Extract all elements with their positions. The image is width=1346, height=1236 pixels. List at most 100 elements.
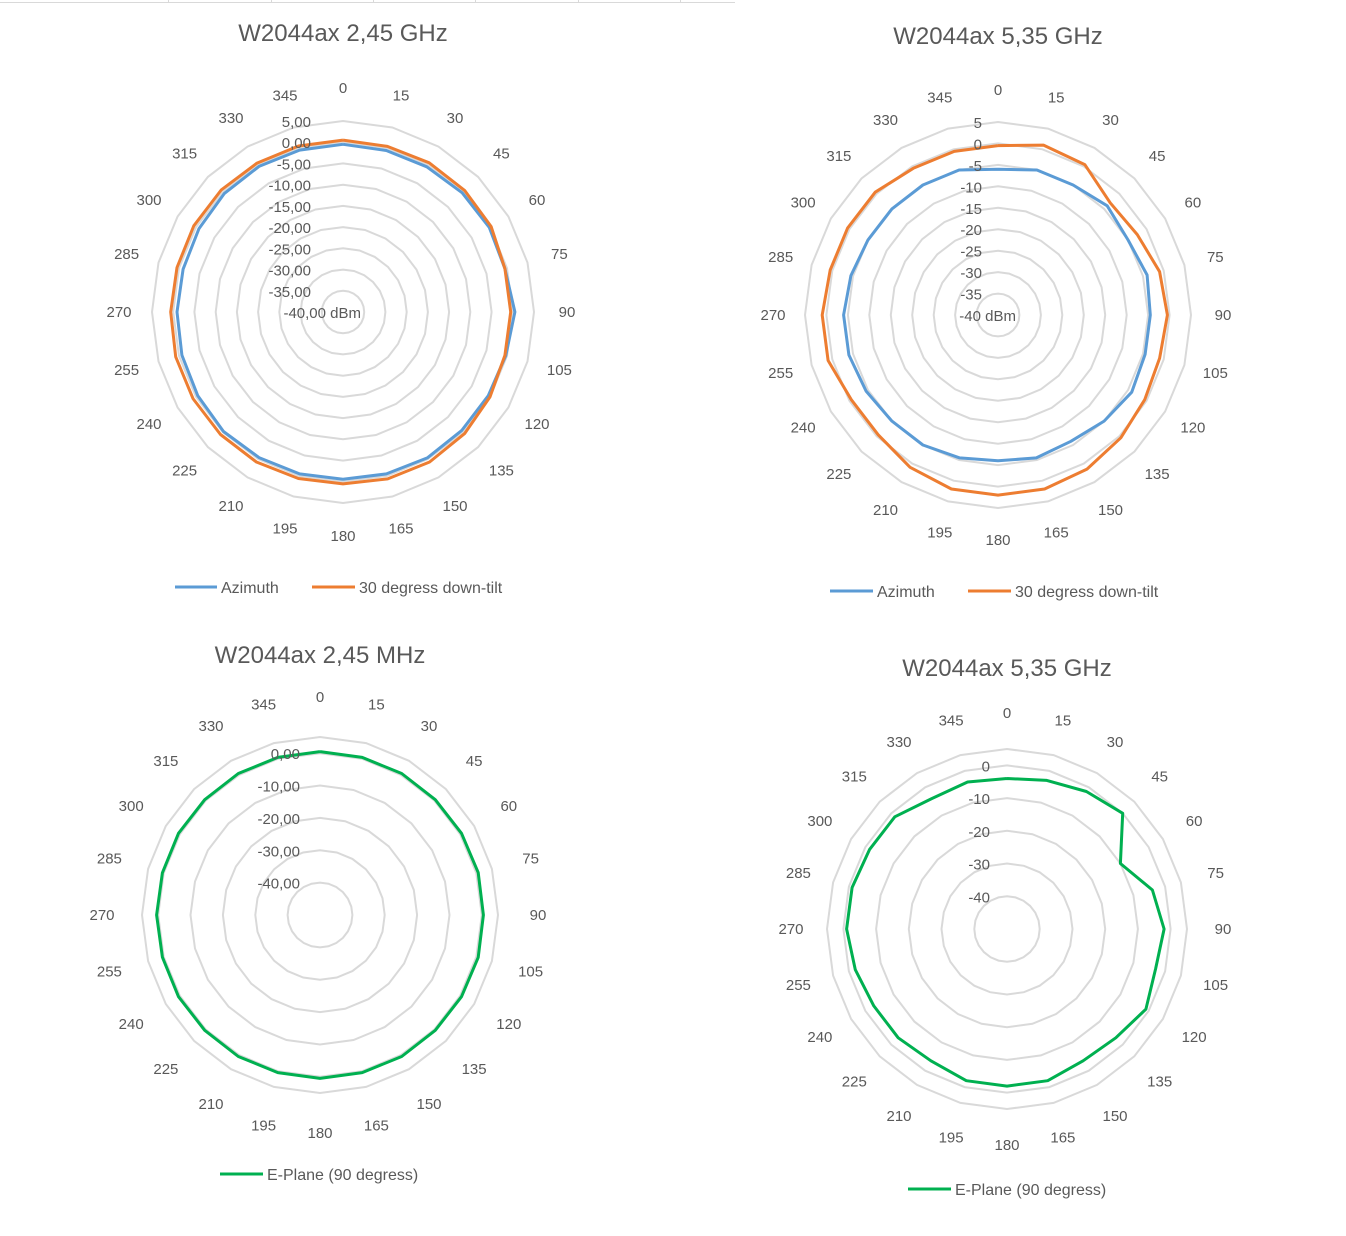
grid-ring [257,226,429,398]
angle-label: 15 [393,88,410,105]
angle-label: 45 [493,146,510,163]
angle-label: 315 [826,148,851,165]
angle-label: 210 [873,502,898,519]
radial-tick-label: -20,00 [257,811,300,828]
grid-ring [932,249,1064,381]
chart-eplane-2-45: W2044ax 2,45 MHz 0 15 30 45 60 75 90 105 120 135 1… [89,642,546,1184]
angle-label: 105 [518,963,543,980]
angle-label: 135 [1145,466,1170,483]
radial-tick-label: 5 [974,115,982,132]
angle-label: 30 [1102,112,1119,129]
series-line-e-plane-90-degress- [155,750,485,1080]
series-line-e-plane-90-degress- [845,777,1166,1088]
angle-label: 270 [106,304,131,321]
angle-label: 30 [1107,734,1124,751]
angle-label: 330 [886,734,911,751]
chart-title: W2044ax 5,35 GHz [902,655,1111,682]
angle-label: 45 [1149,148,1166,165]
radial-tick-label: -15,00 [268,199,311,216]
radial-tick-label: -25 [960,244,982,261]
angle-label: 0 [1003,705,1011,722]
angle-label: 195 [272,520,297,537]
radial-tick-label: -5 [969,158,982,175]
chart-title: W2044ax 5,35 GHz [893,23,1102,50]
series-line-azimuth [842,167,1152,463]
angle-label: 270 [760,307,785,324]
grid-ring [150,119,536,505]
angle-label: 285 [768,249,793,266]
angle-label: 150 [1098,502,1123,519]
radial-tick-label: -40 [968,889,990,906]
grid-ring [875,797,1139,1061]
spreadsheet-top-border [0,0,735,3]
radial-tick-label: 0,00 [271,746,300,763]
angle-label: 315 [172,146,197,163]
angle-label: 195 [251,1118,276,1135]
angle-label: 330 [218,110,243,127]
angle-label: 90 [530,907,547,924]
angle-label: 240 [791,420,816,437]
angle-label: 225 [172,462,197,479]
radial-tick-label: 5,00 [282,114,311,131]
grid-ring [221,816,419,1014]
angle-label: 210 [218,498,243,515]
angle-label: 165 [388,520,413,537]
radial-tick-label: -30 [960,265,982,282]
grid-ring [889,206,1107,424]
chart-azimuth-2-45-ghz: W2044ax 2,45 GHz 0 15 30 45 60 75 90 105 120 135 1… [106,20,575,597]
angle-label: 90 [1215,921,1232,938]
grid-ring [214,183,472,441]
grid-ring [868,185,1128,445]
grid-ring [825,142,1171,488]
angle-label: 135 [489,462,514,479]
angle-label: 15 [368,696,385,713]
angle-label: 255 [786,977,811,994]
radial-tick-label: -30,00 [268,263,311,280]
angle-label: 225 [842,1074,867,1091]
grid-ring [973,895,1041,963]
grid-ring [140,735,500,1095]
angle-label: 30 [421,718,438,735]
angle-label: 105 [547,362,572,379]
radial-tick-label: -10 [968,791,990,808]
angle-label: 195 [927,524,952,541]
angle-label: 285 [786,865,811,882]
legend-label-downtilt: 30 degress down-tilt [1015,584,1159,601]
angle-label: 0 [316,689,324,706]
angle-label: 180 [307,1125,332,1142]
angle-label: 255 [97,963,122,980]
angle-label: 0 [994,82,1002,99]
grid-ring [235,204,451,420]
radial-tick-label: -40,00 [257,876,300,893]
angle-label: 180 [985,532,1010,549]
angle-label: 345 [939,712,964,729]
legend-label-downtilt: 30 degress down-tilt [359,580,503,597]
grid-ring [193,162,493,462]
radial-tick-label: -40,00 dBm [283,305,361,322]
angle-label: 270 [778,921,803,938]
angle-label: 300 [791,195,816,212]
legend: E-Plane (90 degress) [220,1167,418,1184]
angle-label: 15 [1055,712,1072,729]
angle-label: 60 [500,798,517,815]
angle-label: 330 [198,718,223,735]
angle-label: 105 [1203,365,1228,382]
angle-label: 75 [522,851,539,868]
angle-label: 255 [114,362,139,379]
angle-label: 180 [330,528,355,545]
angle-label: 150 [442,498,467,515]
radial-tick-label: -25,00 [268,241,311,258]
angle-label: 180 [994,1137,1019,1154]
grid-ring [803,120,1193,510]
angle-label: 165 [364,1118,389,1135]
radial-tick-label: -20,00 [268,220,311,237]
angle-label: 270 [89,907,114,924]
radial-tick-label: -10,00 [268,178,311,195]
radial-tick-label: -35 [960,287,982,304]
radial-tick-label: -35,00 [268,284,311,301]
angle-label: 345 [927,90,952,107]
angle-label: 285 [97,851,122,868]
legend: Azimuth 30 degress down-tilt [830,584,1159,601]
legend: E-Plane (90 degress) [908,1182,1106,1199]
